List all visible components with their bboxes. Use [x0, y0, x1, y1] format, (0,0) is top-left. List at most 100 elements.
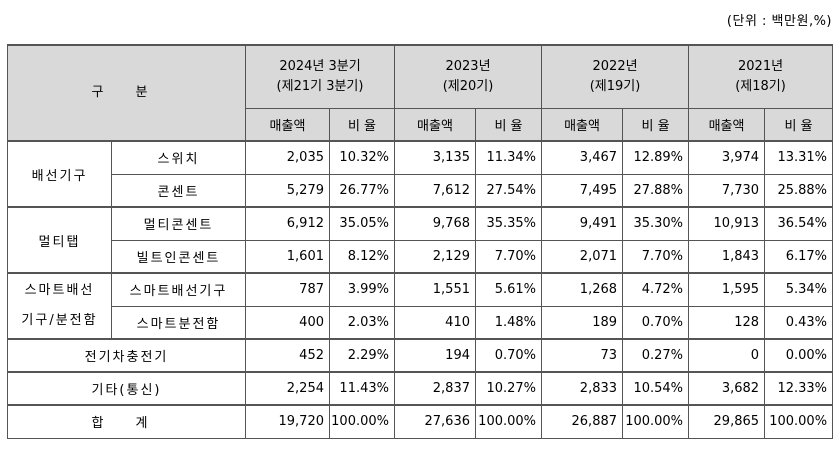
- table-row: 빌트인콘센트 1,601 8.12% 2,129 7.70% 2,071 7.70% 1,8…: [8, 239, 834, 274]
- sales-cell: 1,551: [394, 272, 476, 307]
- ratio-cell: 0.70%: [622, 305, 690, 340]
- ratio-cell: 6.17%: [764, 239, 834, 274]
- ratio-cell: 35.35%: [474, 206, 543, 241]
- row-label: 전기차충전기: [7, 338, 246, 373]
- header-row-periods: 구 분 2024년 3분기 (제21기 3분기) 2023년 (제20기) 20…: [7, 44, 834, 142]
- sales-cell: 9,768: [394, 206, 476, 241]
- ratio-cell: 100.00%: [764, 404, 834, 439]
- ratio-cell: 11.43%: [329, 371, 395, 406]
- sales-header: 매출액: [245, 107, 330, 142]
- sales-cell: 7,495: [541, 173, 624, 208]
- ratio-cell: 100.00%: [329, 404, 395, 439]
- ratio-cell: 5.61%: [474, 272, 543, 307]
- group-label-multitap: 멀티탭: [7, 206, 112, 274]
- sales-cell: 6,912: [245, 206, 330, 241]
- ratio-cell: 13.31%: [764, 140, 834, 175]
- ratio-cell: 12.33%: [764, 371, 834, 406]
- ratio-cell: 1.48%: [474, 305, 543, 340]
- sales-cell: 19,720: [245, 404, 330, 439]
- sales-cell: 7,730: [688, 173, 766, 208]
- sales-cell: 1,595: [688, 272, 766, 307]
- sales-cell: 73: [541, 338, 624, 373]
- group-label-wiring: 배선기구: [7, 140, 112, 208]
- sales-cell: 3,467: [541, 140, 624, 175]
- ratio-cell: 27.88%: [622, 173, 690, 208]
- sales-cell: 26,887: [541, 404, 624, 439]
- ratio-cell: 5.34%: [764, 272, 834, 307]
- table-row: 기타(통신) 2,254 11.43% 2,837 10.27% 2,833 10.54%…: [7, 371, 834, 406]
- sales-cell: 400: [245, 305, 330, 340]
- sales-cell: 787: [245, 272, 330, 307]
- ratio-cell: 2.03%: [329, 305, 395, 340]
- ratio-cell: 4.72%: [622, 272, 690, 307]
- ratio-cell: 2.29%: [329, 338, 395, 373]
- ratio-cell: 7.70%: [622, 239, 690, 274]
- ratio-cell: 0.70%: [474, 338, 543, 373]
- header-row-metrics: 매출액 비 율 매출액 비 율 매출액 비 율 매출액 비 율: [8, 107, 834, 142]
- ratio-cell: 10.54%: [622, 371, 690, 406]
- table-row-total: 합 계 19,720 100.00% 27,636 100.00% 26,887 100.…: [7, 404, 834, 439]
- sales-cell: 2,833: [541, 371, 624, 406]
- table-row: 배선기구 스위치 2,035 10.32% 3,135 11.34% 3,467 12.8…: [7, 140, 834, 208]
- sales-cell: 3,135: [394, 140, 476, 175]
- ratio-header: 비 율: [329, 107, 395, 142]
- sales-cell: 0: [688, 338, 766, 373]
- sales-cell: 3,974: [688, 140, 766, 175]
- period-header-2022: 2022년 (제19기): [541, 44, 690, 109]
- table-row: 전기차충전기 452 2.29% 194 0.70% 73 0.27% 0 0.00%: [7, 338, 834, 373]
- sales-cell: 2,837: [394, 371, 476, 406]
- period-header-2023: 2023년 (제20기): [393, 44, 543, 109]
- sales-cell: 1,843: [688, 239, 766, 274]
- ratio-cell: 27.54%: [474, 173, 543, 208]
- sales-cell: 452: [245, 338, 330, 373]
- category-header: 구 분: [7, 44, 246, 142]
- row-label: 기타(통신): [7, 371, 246, 406]
- sales-cell: 410: [394, 305, 476, 340]
- sales-cell: 128: [688, 305, 766, 340]
- row-label: 멀티콘센트: [111, 206, 246, 241]
- period-header-2021: 2021년 (제18기): [688, 44, 834, 109]
- ratio-cell: 25.88%: [764, 173, 834, 208]
- row-label: 스마트배선기구: [111, 272, 246, 307]
- row-label: 콘센트: [111, 173, 246, 208]
- ratio-cell: 0.43%: [764, 305, 834, 340]
- period-header-2024q3: 2024년 3분기 (제21기 3분기): [245, 44, 395, 109]
- ratio-cell: 35.05%: [329, 206, 395, 241]
- ratio-cell: 26.77%: [329, 173, 395, 208]
- sales-cell: 7,612: [394, 173, 476, 208]
- sales-header: 매출액: [541, 107, 624, 142]
- sales-cell: 2,035: [245, 140, 330, 175]
- ratio-cell: 0.00%: [764, 338, 834, 373]
- ratio-cell: 11.34%: [474, 140, 543, 175]
- ratio-cell: 100.00%: [622, 404, 690, 439]
- sales-cell: 9,491: [541, 206, 624, 241]
- sales-cell: 1,601: [245, 239, 330, 274]
- sales-cell: 2,129: [394, 239, 476, 274]
- ratio-header: 비 율: [622, 107, 690, 142]
- ratio-cell: 7.70%: [474, 239, 543, 274]
- unit-note: (단위 : 백만원,%): [726, 14, 832, 29]
- table-row: 스마트배선 기구/분전함 스마트배선기구 787 3.99% 1,551 5.61% 1…: [7, 272, 834, 340]
- row-label: 빌트인콘센트: [111, 239, 246, 274]
- table-row: 스마트분전함 400 2.03% 410 1.48% 189 0.70% 128 0.43%: [8, 305, 834, 340]
- sales-cell: 5,279: [245, 173, 330, 208]
- row-label: 스위치: [111, 140, 246, 175]
- sales-cell: 189: [541, 305, 624, 340]
- ratio-cell: 10.32%: [329, 140, 395, 175]
- sales-cell: 3,682: [688, 371, 766, 406]
- ratio-cell: 8.12%: [329, 239, 395, 274]
- table-row: 콘센트 5,279 26.77% 7,612 27.54% 7,495 27.88% 7,7…: [8, 173, 834, 208]
- row-label: 합 계: [7, 404, 246, 439]
- ratio-cell: 100.00%: [474, 404, 543, 439]
- sales-cell: 27,636: [394, 404, 476, 439]
- ratio-cell: 0.27%: [622, 338, 690, 373]
- sales-cell: 1,268: [541, 272, 624, 307]
- sales-cell: 29,865: [688, 404, 766, 439]
- sales-cell: 194: [394, 338, 476, 373]
- ratio-cell: 36.54%: [764, 206, 834, 241]
- row-label: 스마트분전함: [111, 305, 246, 340]
- ratio-cell: 3.99%: [329, 272, 395, 307]
- sales-header: 매출액: [394, 107, 476, 142]
- ratio-cell: 12.89%: [622, 140, 690, 175]
- sales-by-product-table: 구 분 2024년 3분기 (제21기 3분기) 2023년 (제20기) 20…: [7, 44, 834, 439]
